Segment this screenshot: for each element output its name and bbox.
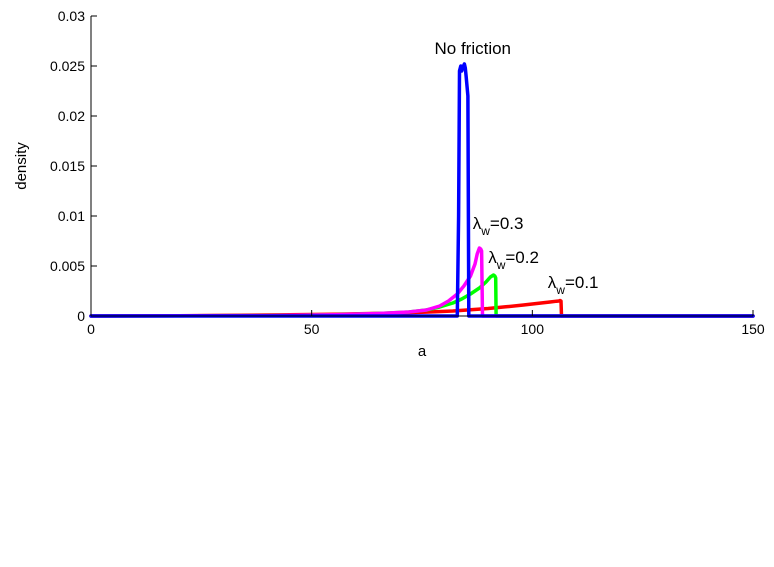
- x-tick-label: 0: [87, 321, 95, 337]
- y-tick-label: 0.03: [58, 8, 85, 24]
- plot-background: [91, 16, 753, 316]
- y-ticks: 0 0.005 0.01 0.015 0.02 0.025 0.03: [50, 8, 97, 324]
- x-tick-label: 50: [304, 321, 320, 337]
- annotations: No friction λw=0.3 λw=0.2 λw=0.1: [434, 39, 598, 297]
- y-tick-label: 0.025: [50, 58, 85, 74]
- y-tick-label: 0.02: [58, 108, 85, 124]
- x-tick-label: 100: [521, 321, 545, 337]
- x-axis-label: a: [418, 343, 427, 360]
- plot-area: 0 50 100 150 0 0.005 0.01 0.015 0.02 0.025 0.03 N…: [50, 8, 765, 337]
- annotation-1: No friction: [434, 39, 511, 58]
- y-tick-label: 0.01: [58, 208, 85, 224]
- y-tick-label: 0.015: [50, 158, 85, 174]
- y-tick-label: 0: [77, 308, 85, 324]
- x-tick-label: 150: [741, 321, 765, 337]
- y-axis-label: density: [13, 142, 30, 190]
- annotation-4: λw=0.1: [548, 273, 599, 297]
- annotation-2: λw=0.3: [473, 214, 524, 238]
- series-line-3: [89, 246, 755, 318]
- y-tick-label: 0.005: [50, 258, 85, 274]
- x-ticks: 0 50 100 150: [87, 310, 765, 337]
- annotation-3: λw=0.2: [488, 248, 539, 272]
